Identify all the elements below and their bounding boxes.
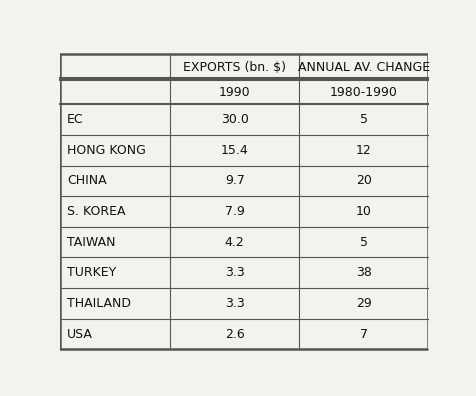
Text: 12: 12	[356, 144, 372, 157]
Text: 7: 7	[360, 327, 368, 341]
Text: 29: 29	[356, 297, 372, 310]
Text: 20: 20	[356, 174, 372, 187]
Text: 9.7: 9.7	[225, 174, 245, 187]
Text: CHINA: CHINA	[67, 174, 107, 187]
Text: 1990: 1990	[219, 86, 250, 99]
Text: THAILAND: THAILAND	[67, 297, 131, 310]
Text: 5: 5	[360, 236, 368, 249]
Text: 15.4: 15.4	[221, 144, 248, 157]
Text: S. KOREA: S. KOREA	[67, 205, 125, 218]
Text: USA: USA	[67, 327, 93, 341]
Text: 3.3: 3.3	[225, 297, 245, 310]
Text: 1980-1990: 1980-1990	[330, 86, 398, 99]
Text: EXPORTS (bn. $): EXPORTS (bn. $)	[183, 61, 286, 74]
Text: 2.6: 2.6	[225, 327, 245, 341]
Text: EC: EC	[67, 113, 83, 126]
Text: TAIWAN: TAIWAN	[67, 236, 115, 249]
Text: 10: 10	[356, 205, 372, 218]
Text: 30.0: 30.0	[221, 113, 248, 126]
Text: ANNUAL AV. CHANGE: ANNUAL AV. CHANGE	[298, 61, 430, 74]
Text: 7.9: 7.9	[225, 205, 245, 218]
Text: TURKEY: TURKEY	[67, 266, 116, 279]
Text: 3.3: 3.3	[225, 266, 245, 279]
Text: 38: 38	[356, 266, 372, 279]
Text: HONG KONG: HONG KONG	[67, 144, 146, 157]
Text: 4.2: 4.2	[225, 236, 245, 249]
Text: 5: 5	[360, 113, 368, 126]
